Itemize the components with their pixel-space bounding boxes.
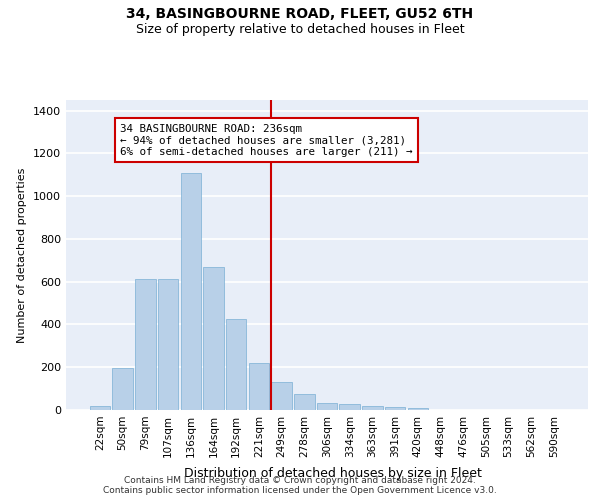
- Bar: [407, 408, 428, 410]
- Bar: [317, 402, 337, 410]
- Text: Distribution of detached houses by size in Fleet: Distribution of detached houses by size …: [184, 467, 482, 480]
- Bar: [340, 404, 360, 410]
- Bar: [203, 267, 224, 410]
- Y-axis label: Number of detached properties: Number of detached properties: [17, 168, 28, 342]
- Bar: [135, 278, 155, 410]
- Bar: [158, 278, 178, 410]
- Text: 34 BASINGBOURNE ROAD: 236sqm
← 94% of detached houses are smaller (3,281)
6% of : 34 BASINGBOURNE ROAD: 236sqm ← 94% of de…: [121, 124, 413, 156]
- Bar: [226, 319, 247, 410]
- Bar: [271, 382, 292, 410]
- Bar: [181, 172, 201, 410]
- Bar: [362, 406, 383, 410]
- Text: Size of property relative to detached houses in Fleet: Size of property relative to detached ho…: [136, 22, 464, 36]
- Text: 34, BASINGBOURNE ROAD, FLEET, GU52 6TH: 34, BASINGBOURNE ROAD, FLEET, GU52 6TH: [127, 8, 473, 22]
- Bar: [294, 394, 314, 410]
- Text: Contains HM Land Registry data © Crown copyright and database right 2024.
Contai: Contains HM Land Registry data © Crown c…: [103, 476, 497, 495]
- Bar: [112, 368, 133, 410]
- Bar: [90, 406, 110, 410]
- Bar: [385, 407, 406, 410]
- Bar: [248, 363, 269, 410]
